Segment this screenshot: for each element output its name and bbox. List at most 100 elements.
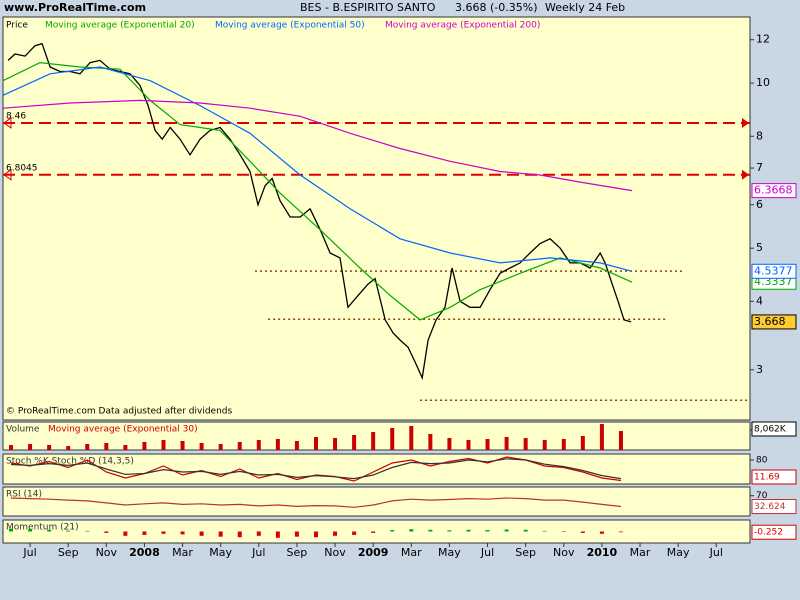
x-tick-label: Sep bbox=[515, 546, 536, 559]
value-box bbox=[751, 499, 797, 515]
bar bbox=[218, 444, 223, 450]
bar bbox=[618, 431, 623, 450]
legend-entry: Moving average (Exponential 20) bbox=[45, 21, 195, 31]
reference-marker bbox=[742, 169, 749, 180]
bar bbox=[504, 437, 509, 450]
reference-label: 8.46 bbox=[6, 111, 26, 121]
x-tick-label: Sep bbox=[287, 546, 308, 559]
x-tick-label: 2008 bbox=[129, 546, 160, 559]
bar bbox=[371, 432, 376, 450]
y-tick-label: 80 bbox=[756, 456, 768, 466]
value-box bbox=[751, 421, 797, 437]
x-tick-label: Mar bbox=[630, 546, 651, 559]
bar bbox=[275, 439, 280, 450]
panel bbox=[2, 16, 751, 421]
bar bbox=[9, 528, 14, 532]
series-line bbox=[2, 66, 633, 272]
bar bbox=[447, 438, 452, 450]
x-tick-label: Nov bbox=[553, 546, 575, 559]
panel bbox=[2, 453, 751, 485]
bar bbox=[409, 529, 414, 532]
x-tick-label: Jul bbox=[22, 546, 36, 559]
period: Weekly 24 Feb bbox=[545, 1, 625, 14]
value-box-label: 6.3668 bbox=[754, 184, 793, 197]
bar bbox=[104, 531, 109, 533]
x-tick-label: Jul bbox=[251, 546, 265, 559]
bar bbox=[599, 531, 604, 534]
bar bbox=[580, 436, 585, 450]
bar bbox=[390, 428, 395, 450]
bar bbox=[485, 439, 490, 450]
y-tick-label: 6 bbox=[756, 198, 763, 211]
x-tick-label: Jul bbox=[480, 546, 494, 559]
bar bbox=[9, 445, 14, 450]
bar bbox=[123, 531, 128, 536]
bar bbox=[333, 438, 338, 450]
y-tick-label: 7 bbox=[756, 161, 763, 174]
value-box bbox=[751, 263, 797, 279]
bar bbox=[466, 440, 471, 450]
bar bbox=[199, 531, 204, 536]
panel-subtitle: Moving average (Exponential 30) bbox=[48, 425, 198, 435]
y-tick-label: 8 bbox=[756, 129, 763, 142]
legend-entry: Price bbox=[6, 21, 28, 31]
bar bbox=[466, 529, 471, 532]
value-box bbox=[751, 524, 797, 540]
x-tick-label: 2010 bbox=[587, 546, 618, 559]
legend-entry: Moving average (Exponential 50) bbox=[215, 21, 365, 31]
panel-title: Stoch %K Stoch %D (14,3,5) bbox=[6, 457, 134, 467]
value-box-label: 11.69 bbox=[754, 473, 780, 483]
bar bbox=[47, 445, 52, 450]
x-tick-label: 2009 bbox=[358, 546, 389, 559]
bar bbox=[371, 531, 376, 533]
bar bbox=[313, 437, 318, 450]
reference-label: 6.8045 bbox=[6, 163, 38, 173]
bar bbox=[142, 531, 147, 535]
bar bbox=[237, 531, 242, 538]
bar bbox=[333, 531, 338, 536]
bar bbox=[256, 440, 261, 450]
panel bbox=[2, 486, 751, 517]
bar bbox=[294, 441, 299, 450]
x-tick-label: Sep bbox=[58, 546, 79, 559]
bar bbox=[142, 442, 147, 450]
bar bbox=[104, 443, 109, 450]
bar bbox=[28, 444, 33, 450]
x-tick-label: May bbox=[438, 546, 461, 559]
bar bbox=[352, 435, 357, 450]
y-tick-label: 12 bbox=[756, 33, 770, 46]
series-line bbox=[10, 458, 622, 480]
y-tick-label: 70 bbox=[756, 491, 768, 501]
bar bbox=[428, 434, 433, 450]
bar bbox=[542, 530, 547, 532]
panel-title: Momentum (21) bbox=[6, 523, 79, 533]
bar bbox=[85, 530, 90, 532]
bar bbox=[409, 426, 414, 450]
bar bbox=[28, 529, 33, 532]
y-tick-label: 5 bbox=[756, 241, 763, 254]
panel-title: Volume bbox=[6, 425, 40, 435]
reference-marker bbox=[742, 117, 749, 128]
value-box bbox=[751, 314, 797, 330]
x-tick-label: Jul bbox=[709, 546, 723, 559]
bar bbox=[237, 442, 242, 450]
x-tick-label: Mar bbox=[172, 546, 193, 559]
bar bbox=[580, 531, 585, 533]
bar bbox=[390, 530, 395, 532]
value-box bbox=[751, 183, 797, 199]
series-line bbox=[7, 42, 632, 381]
panel bbox=[2, 421, 751, 451]
bar bbox=[66, 446, 71, 450]
bar bbox=[180, 531, 185, 535]
x-tick-label: Nov bbox=[324, 546, 346, 559]
reference-marker bbox=[3, 116, 12, 129]
y-tick-label: 3 bbox=[756, 363, 763, 376]
bar bbox=[294, 531, 299, 537]
x-tick-label: May bbox=[667, 546, 690, 559]
x-tick-label: Mar bbox=[401, 546, 422, 559]
panel-title: RSI (14) bbox=[6, 490, 42, 500]
value-box bbox=[751, 469, 797, 485]
bar bbox=[447, 530, 452, 532]
